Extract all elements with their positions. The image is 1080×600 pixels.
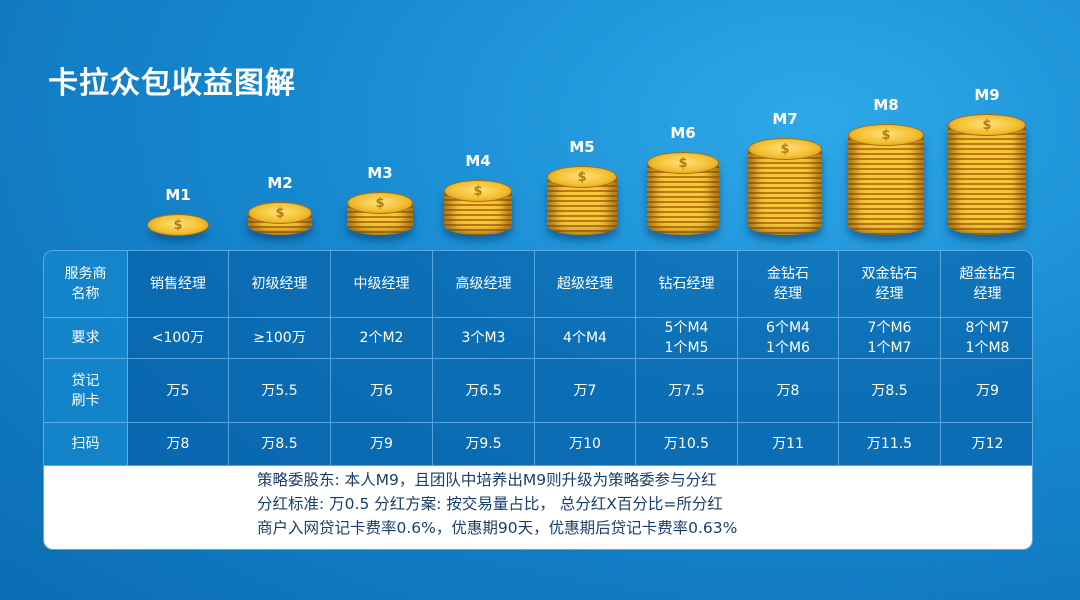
dollar-coin-icon: $ [444,180,512,202]
coin-stack-m4: $ M4 [444,152,512,235]
table-cell: 高级经理 [433,251,535,318]
table-cell: 万7.5 [636,359,738,423]
table-cell: 万6.5 [433,359,535,423]
coin-stack-m2: $ M2 [248,174,312,235]
notes: 策略委股东: 本人M9，且团队中培养出M9则升级为策略委参与分红 分红标准: 万… [44,466,1032,549]
level-label: M1 [165,186,191,204]
level-label: M2 [267,174,293,192]
level-label: M7 [772,110,798,128]
dollar-coin-icon: $ [748,138,822,160]
table-cell: 初级经理 [229,251,331,318]
row-header: 服务商 名称 [44,251,128,318]
table-cell: 万7 [535,359,636,423]
coin-stack-m7: $ M7 [748,110,822,235]
note-line: 商户入网贷记卡费率0.6%，优惠期90天，优惠期后贷记卡费率0.63% [257,519,738,537]
table-cell: 万9 [941,359,1032,423]
table-cell: 中级经理 [331,251,433,318]
table-cell: 金钻石 经理 [738,251,839,318]
table-cell: 超级经理 [535,251,636,318]
dollar-coin-icon: $ [248,202,312,224]
table-cell: 万8.5 [839,359,941,423]
dollar-coin-icon: $ [547,166,617,188]
table-cell: 3个M3 [433,318,535,359]
table-cell: <100万 [128,318,229,359]
table-cell: 万5.5 [229,359,331,423]
note-line: 策略委股东: 本人M9，且团队中培养出M9则升级为策略委参与分红 [257,471,717,489]
table-cell: 5个M4 1个M5 [636,318,738,359]
table-cell: 万6 [331,359,433,423]
level-label: M5 [569,138,595,156]
table-cell: 万11 [738,423,839,466]
table-cell: 4个M4 [535,318,636,359]
coin-stack-m8: $ M8 [848,96,924,235]
income-table: 服务商 名称 销售经理 初级经理 中级经理 高级经理 超级经理 钻石经理 金钻石 经理 双金钻石… [43,250,1033,550]
level-label: M6 [670,124,696,142]
table-cell: 6个M4 1个M6 [738,318,839,359]
page-title: 卡拉众包收益图解 [48,66,296,101]
note-line: 分红标准: 万0.5 分红方案: 按交易量占比， 总分红X百分比=所分红 [257,495,723,513]
row-header: 要求 [44,318,128,359]
table-cell: 万5 [128,359,229,423]
dollar-coin-icon: $ [647,152,719,174]
coin-stack-m5: $ M5 [547,138,617,235]
level-label: M8 [873,96,899,114]
table-cell: 万9.5 [433,423,535,466]
table-cell: 万12 [941,423,1032,466]
table-cell: 万8 [738,359,839,423]
row-header: 扫码 [44,423,128,466]
dollar-coin-icon: $ [347,192,413,214]
level-label: M4 [465,152,491,170]
level-label: M9 [974,86,1000,104]
level-label: M3 [367,164,393,182]
table-cell: 万8.5 [229,423,331,466]
table-cell: 双金钻石 经理 [839,251,941,318]
table-cell: 万8 [128,423,229,466]
table-cell: 万9 [331,423,433,466]
coin-stack-m6: $ M6 [647,124,719,235]
table-cell: ≥100万 [229,318,331,359]
table-cell: 销售经理 [128,251,229,318]
table-cell: 7个M6 1个M7 [839,318,941,359]
table-cell: 钻石经理 [636,251,738,318]
dollar-coin-icon: $ [147,214,209,236]
table-cell: 2个M2 [331,318,433,359]
dollar-coin-icon: $ [948,114,1026,136]
table-cell: 万11.5 [839,423,941,466]
table-cell: 超金钻石 经理 [941,251,1032,318]
coin-stack-m9: $ M9 [948,86,1026,235]
table-cell: 万10 [535,423,636,466]
coin-stack-m3: $ M3 [347,164,413,235]
coin-stack-m1: $ M1 [147,186,209,236]
row-header: 贷记 刷卡 [44,359,128,423]
dollar-coin-icon: $ [848,124,924,146]
table-cell: 万10.5 [636,423,738,466]
table-cell: 8个M7 1个M8 [941,318,1032,359]
